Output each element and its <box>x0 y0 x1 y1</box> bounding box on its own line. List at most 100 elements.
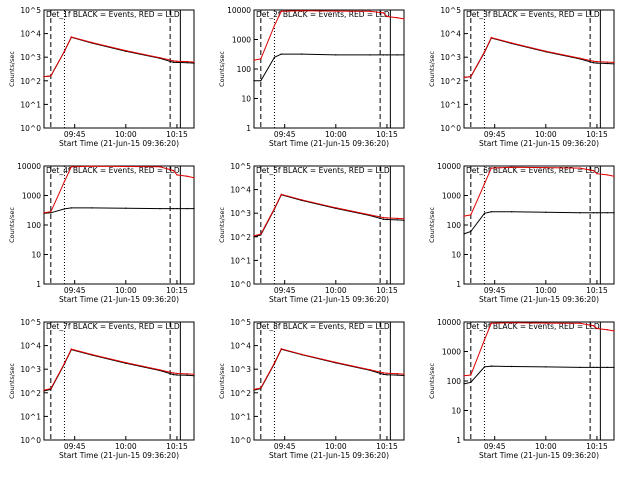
data-point-lld <box>613 330 615 332</box>
data-point-events <box>301 53 303 55</box>
data-point-lld <box>490 167 492 169</box>
data-point-lld <box>483 183 486 185</box>
y-tick-label: 10^3 <box>440 53 461 62</box>
data-point-events <box>172 61 175 64</box>
x-tick-label: 09:45 <box>64 130 86 139</box>
x-tick-label: 10:00 <box>325 286 347 295</box>
data-point-lld <box>125 361 127 364</box>
data-point-lld <box>490 322 492 324</box>
x-tick-label: 10:15 <box>586 286 608 295</box>
data-point-lld <box>382 216 385 219</box>
data-point-events <box>490 211 492 213</box>
y-tick-label: 10^4 <box>20 342 41 351</box>
data-point-lld <box>273 362 276 364</box>
x-axis-label: Start Time (21-Jun-15 09:36:20) <box>59 139 179 148</box>
plot-frame <box>463 9 615 129</box>
data-point-lld <box>50 387 52 390</box>
x-tick-label: 09:45 <box>274 130 296 139</box>
data-point-lld <box>511 322 513 324</box>
x-axis-label: Start Time (21-Jun-15 09:36:20) <box>479 139 599 148</box>
y-tick-label: 10^3 <box>20 53 41 62</box>
x-tick-label: 10:00 <box>535 442 557 451</box>
x-axis-label: Start Time (21-Jun-15 09:36:20) <box>269 451 389 460</box>
x-tick-label: 09:45 <box>64 442 86 451</box>
data-point-events <box>63 208 66 210</box>
data-point-lld <box>70 166 73 168</box>
y-tick-label: 10000 <box>17 162 41 171</box>
data-point-events <box>592 366 595 369</box>
data-point-events <box>579 212 581 214</box>
data-point-lld <box>606 329 608 331</box>
data-point-lld <box>193 177 195 179</box>
data-point-lld <box>490 36 492 39</box>
data-point-events <box>186 374 188 376</box>
data-point-lld <box>386 217 388 219</box>
chart-panel-6: Det_6f BLACK = Events, RED = LLD 09:45 10:… <box>428 162 615 304</box>
y-tick-label: 10000 <box>437 318 461 327</box>
y-axis-label: Counts/sec <box>428 363 436 399</box>
x-tick-label: 10:15 <box>586 442 608 451</box>
x-tick-label: 10:00 <box>115 442 137 451</box>
data-point-lld <box>43 212 45 214</box>
y-tick-label: 1 <box>246 124 251 133</box>
data-point-lld <box>253 235 255 237</box>
y-tick-label: 1000 <box>232 36 251 45</box>
data-point-events <box>253 80 255 82</box>
x-tick-label: 10:15 <box>166 130 188 139</box>
x-tick-label: 10:00 <box>535 286 557 295</box>
data-point-lld <box>369 369 371 371</box>
y-tick-label: 10^2 <box>20 77 41 86</box>
data-point-events <box>253 236 255 238</box>
data-point-lld <box>545 166 547 169</box>
y-tick-label: 10^2 <box>20 389 41 398</box>
y-tick-label: 10^1 <box>440 100 461 109</box>
data-point-lld <box>125 49 127 52</box>
data-point-lld <box>43 389 45 391</box>
y-tick-label: 100 <box>27 221 42 230</box>
x-tick-label: 09:45 <box>274 442 296 451</box>
x-axis-label: Start Time (21-Jun-15 09:36:20) <box>269 139 389 148</box>
x-axis-label: Start Time (21-Jun-15 09:36:20) <box>269 295 389 304</box>
chart-panel-8: Det_8f BLACK = Events, RED = LLD 09:45 10:… <box>218 318 405 460</box>
y-tick-label: 10^5 <box>230 318 251 327</box>
data-point-lld <box>403 218 405 220</box>
data-point-lld <box>386 15 388 18</box>
y-tick-label: 10^5 <box>20 318 41 327</box>
chart-panel-7: Det_7f BLACK = Events, RED = LLD 09:45 10:… <box>8 318 195 460</box>
y-tick-label: 1 <box>36 280 41 289</box>
data-point-events <box>592 62 595 64</box>
chart-panel-4: Det_4f BLACK = Events, RED = LLD 09:45 10:… <box>8 162 195 304</box>
x-tick-label: 09:45 <box>484 130 506 139</box>
data-point-lld <box>280 10 282 12</box>
data-point-events <box>606 366 608 369</box>
data-point-events <box>125 207 127 209</box>
panel-title: Det_1f BLACK = Events, RED = LLD <box>46 10 180 19</box>
data-point-lld <box>172 169 175 172</box>
x-tick-label: 10:15 <box>376 130 398 139</box>
panel-title: Det_8f BLACK = Events, RED = LLD <box>256 322 390 331</box>
data-point-lld <box>63 50 66 52</box>
data-point-lld <box>280 193 282 195</box>
data-point-events <box>386 218 388 221</box>
data-point-lld <box>159 166 161 168</box>
data-point-lld <box>606 174 608 176</box>
y-tick-label: 10^0 <box>440 124 461 133</box>
data-point-events <box>606 212 608 214</box>
data-point-events <box>483 212 486 214</box>
data-point-events <box>186 207 188 210</box>
data-point-events <box>596 212 598 214</box>
data-point-lld <box>176 60 178 62</box>
data-point-events <box>382 373 385 376</box>
data-point-lld <box>43 75 45 78</box>
data-point-events <box>403 219 405 221</box>
y-tick-label: 10^2 <box>230 389 251 398</box>
data-point-lld <box>301 199 303 201</box>
chart-panel-1: Det_1f BLACK = Events, RED = LLD 09:45 10:… <box>8 6 195 148</box>
x-tick-label: 10:00 <box>325 442 347 451</box>
data-point-lld <box>193 373 195 375</box>
plot-frame <box>43 321 195 441</box>
data-point-lld <box>273 207 276 210</box>
data-point-events <box>91 207 93 209</box>
x-tick-label: 10:15 <box>166 286 188 295</box>
